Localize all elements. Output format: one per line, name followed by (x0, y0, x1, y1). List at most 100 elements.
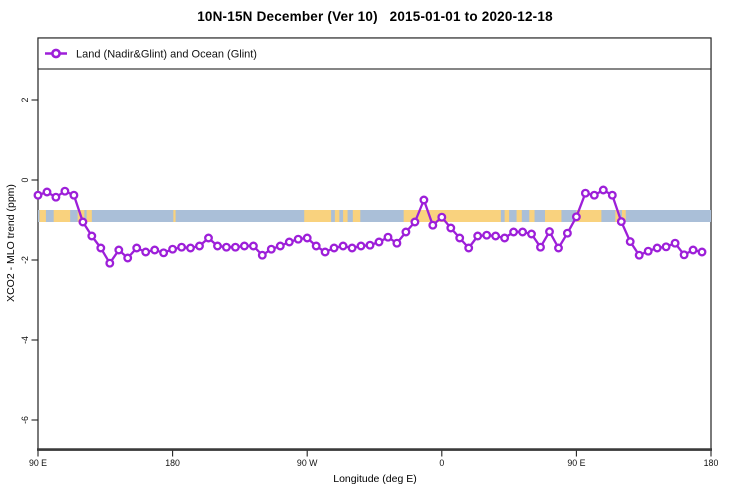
data-point (356, 241, 366, 251)
data-point (392, 238, 402, 248)
y-tick-label: -6 (20, 416, 30, 424)
data-point (661, 242, 671, 252)
data-point (42, 187, 52, 197)
ocean-band (38, 210, 711, 222)
data-point (697, 247, 707, 257)
land-segment (504, 210, 510, 222)
land-segment (615, 210, 620, 222)
data-point (320, 247, 330, 257)
land-segment (576, 210, 602, 222)
data-point (338, 241, 348, 251)
legend-label: Land (Nadir&Glint) and Ocean (Glint) (76, 49, 257, 61)
data-point (562, 228, 572, 238)
x-tick-label: 90 E (29, 458, 47, 468)
data-point (455, 233, 465, 243)
data-point (257, 250, 267, 260)
legend-marker-icon (51, 48, 61, 59)
land-segment (334, 210, 340, 222)
data-point (410, 217, 420, 227)
chart-title: 10N-15N December (Ver 10) 2015-01-01 to … (197, 9, 553, 24)
data-point (105, 258, 115, 268)
data-point (186, 243, 195, 253)
data-point (302, 233, 312, 243)
data-point (652, 243, 662, 253)
data-point (284, 237, 294, 247)
data-point (643, 246, 653, 256)
data-point (500, 233, 510, 243)
data-point (177, 242, 187, 252)
data-point (518, 227, 528, 237)
land-segment (516, 210, 522, 222)
land-ocean-strip (38, 210, 711, 222)
data-point (446, 223, 456, 233)
data-point (473, 231, 483, 241)
data-point (195, 241, 204, 251)
data-point (213, 241, 222, 251)
data-point (571, 212, 581, 222)
y-tick-label: -4 (20, 336, 30, 344)
land-segment (352, 210, 361, 222)
data-point (607, 190, 617, 200)
data-point (365, 240, 375, 250)
land-segment (304, 210, 332, 222)
data-point (401, 227, 411, 237)
data-point (60, 186, 70, 196)
data-point (78, 217, 88, 227)
x-tick-label: 90 E (567, 458, 585, 468)
data-point (168, 244, 178, 254)
data-point (96, 243, 106, 253)
data-point (527, 229, 536, 239)
data-point (536, 242, 545, 252)
data-point (33, 190, 43, 200)
data-point (69, 190, 79, 200)
data-point (221, 242, 231, 252)
data-point (159, 248, 169, 258)
data-point (383, 232, 393, 242)
y-tick-label: 2 (20, 97, 30, 102)
legend: Land (Nadir&Glint) and Ocean (Glint) (37, 37, 712, 70)
y-tick-label: -2 (20, 256, 30, 264)
x-tick-label: 90 W (297, 458, 318, 468)
data-point (248, 241, 258, 251)
data-point (554, 243, 563, 253)
data-point (123, 253, 133, 263)
data-point (150, 245, 160, 255)
data-point (428, 220, 438, 230)
data-point (239, 241, 249, 251)
data-point (275, 241, 285, 251)
land-segment (622, 210, 626, 222)
data-point (204, 233, 213, 243)
data-point (51, 192, 61, 202)
y-tick-label: 0 (20, 177, 30, 182)
y-axis-label: XCO2 - MLO trend (ppm) (5, 184, 17, 302)
data-point (230, 242, 240, 252)
x-axis-ticks: 90 E 180 90 W 0 90 E 180 (29, 450, 718, 468)
data-point (132, 243, 142, 253)
data-point (688, 245, 698, 255)
data-point (114, 245, 124, 255)
y-axis-ticks: 2 0 -2 -4 -6 (20, 97, 38, 424)
data-point (293, 234, 303, 244)
data-point (580, 188, 590, 198)
data-point (311, 241, 321, 251)
land-segment (86, 210, 92, 222)
data-point (598, 185, 608, 195)
data-point (589, 190, 599, 200)
land-segment (53, 210, 71, 222)
data-point (347, 243, 357, 253)
data-point (437, 212, 447, 222)
x-tick-label: 0 (439, 458, 444, 468)
x-axis-label: Longitude (deg E) (333, 473, 417, 485)
data-point (87, 231, 97, 241)
data-point (419, 195, 429, 205)
land-segment (529, 210, 535, 222)
land-segment (173, 210, 176, 222)
legend-box (37, 37, 712, 70)
data-point (329, 243, 339, 253)
data-point (634, 250, 644, 260)
data-point (616, 217, 626, 227)
x-tick-label: 180 (704, 458, 719, 468)
data-point (509, 227, 519, 237)
